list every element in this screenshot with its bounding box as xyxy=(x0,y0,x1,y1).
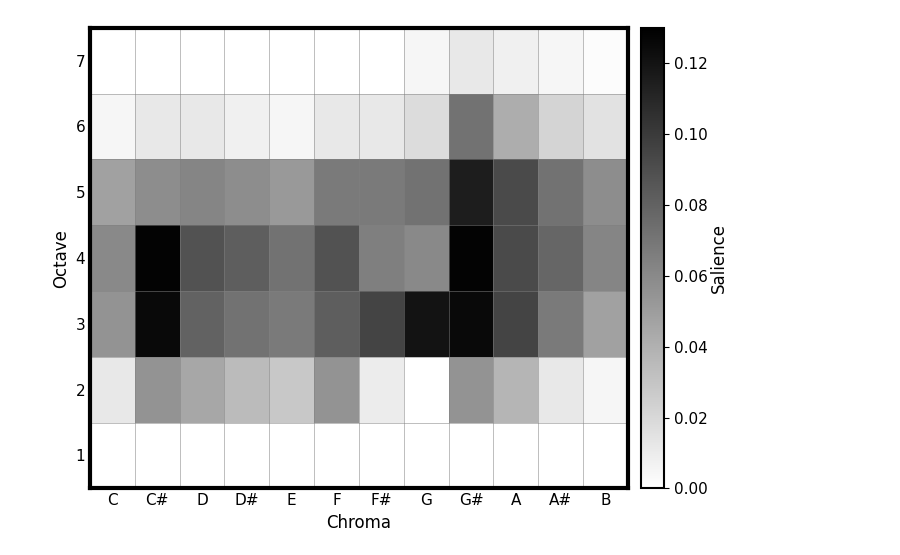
Y-axis label: Octave: Octave xyxy=(52,229,70,287)
X-axis label: Chroma: Chroma xyxy=(327,514,392,532)
Y-axis label: Salience: Salience xyxy=(710,223,728,293)
